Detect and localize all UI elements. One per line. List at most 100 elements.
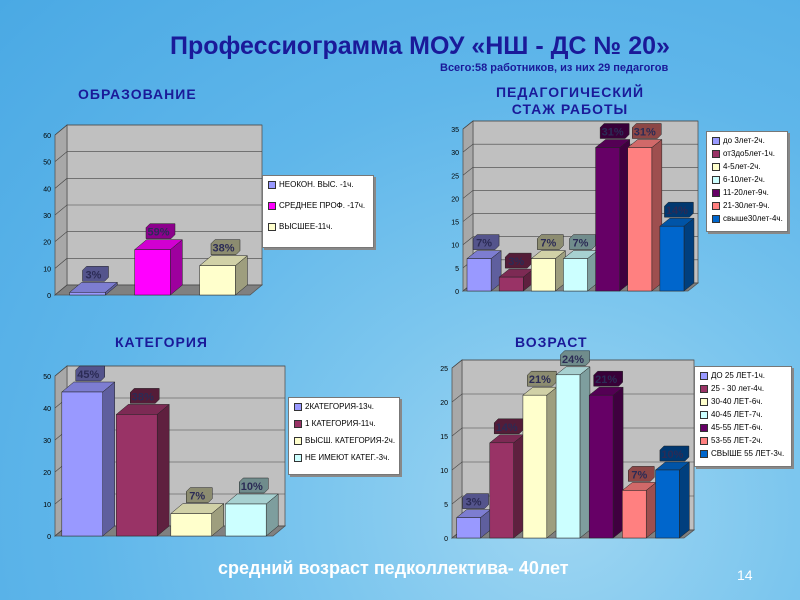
data-label: 31% <box>602 127 624 139</box>
bar-side <box>579 366 591 539</box>
chart-title-education: ОБРАЗОВАНИЕ <box>78 86 197 102</box>
legend-label: до 3лет-2ч. <box>723 136 765 145</box>
legend-label: 21-30лет-9ч. <box>723 201 770 210</box>
legend-swatch <box>712 136 720 145</box>
legend-label: ДО 25 ЛЕТ-1ч. <box>711 371 765 380</box>
legend-swatch <box>700 410 708 419</box>
bar <box>456 517 481 539</box>
y-tick-label: 50 <box>43 374 51 381</box>
legend-swatch <box>712 175 720 184</box>
bar-side <box>683 217 695 292</box>
legend-label: СРЕДНЕЕ ПРОФ. -17ч. <box>279 201 366 210</box>
chart-side-wall <box>451 359 463 539</box>
bar <box>466 258 492 292</box>
y-tick-label: 0 <box>47 293 51 300</box>
data-label: 3% <box>466 497 482 509</box>
y-tick-label: 5 <box>455 266 459 273</box>
y-tick-label: 20 <box>43 470 51 477</box>
y-tick-label: 15 <box>440 434 448 441</box>
bar <box>522 394 548 539</box>
data-label-tag <box>593 370 623 387</box>
legend-item: от3до5лет-1ч. <box>712 149 782 158</box>
data-label: 38% <box>212 243 234 255</box>
y-tick-label: 5 <box>444 502 448 509</box>
data-label-tag <box>239 477 269 494</box>
data-label-tag <box>186 487 213 503</box>
legend-experience: до 3лет-2ч. от3до5лет-1ч. 4-5лет-2ч. 6-10ле… <box>706 131 788 232</box>
legend-label: НЕОКОН. ВЫС. -1ч. <box>279 180 354 189</box>
data-label: 7% <box>573 238 589 250</box>
legend-swatch <box>700 449 708 458</box>
y-tick-label: 20 <box>440 400 448 407</box>
y-tick-label: 0 <box>47 534 51 541</box>
legend-item: 4-5лет-2ч. <box>712 162 782 171</box>
data-label-tag <box>210 239 241 255</box>
legend-swatch <box>700 384 708 393</box>
legend-label: 25 - 30 лет-4ч. <box>711 384 765 393</box>
data-label: 3% <box>86 269 102 281</box>
data-label-tag <box>130 388 160 404</box>
legend-swatch <box>268 180 276 189</box>
legend-swatch <box>294 402 302 411</box>
y-tick-label: 25 <box>451 173 459 180</box>
gridline <box>462 120 698 130</box>
bar-side <box>645 481 657 539</box>
legend-swatch <box>294 436 302 445</box>
legend-label: НЕ ИМЕЮТ КАТЕГ.-3ч. <box>305 453 390 462</box>
bar-side <box>612 386 624 539</box>
legend-label: свыше30лет-4ч. <box>723 214 783 223</box>
legend-label: 53-55 ЛЕТ-2ч. <box>711 436 763 445</box>
y-tick-label: 10 <box>451 243 459 250</box>
legend-item: НЕ ИМЕЮТ КАТЕГ.-3ч. <box>294 453 394 462</box>
gridline <box>54 151 262 162</box>
legend-swatch <box>700 423 708 432</box>
staff-summary: Всего:58 работников, из них 29 педагогов <box>440 62 669 74</box>
legend-swatch <box>712 149 720 158</box>
data-label: 21% <box>529 374 551 386</box>
legend-label: 30-40 ЛЕТ-6ч. <box>711 397 763 406</box>
y-tick-label: 10 <box>43 502 51 509</box>
data-label-tag <box>659 445 690 462</box>
y-tick-label: 30 <box>451 150 459 157</box>
y-tick-label: 30 <box>43 438 51 445</box>
legend-category: 2КАТЕГОРИЯ-13ч. 1 КАТЕГОРИЯ-11ч. ВЫСШ. КАТ… <box>288 397 400 475</box>
legend-item: 11-20лет-9ч. <box>712 188 782 197</box>
bar <box>170 513 212 537</box>
y-tick-label: 60 <box>43 133 51 140</box>
gridline <box>54 231 262 242</box>
gridline <box>54 365 285 377</box>
data-label-tag <box>599 123 630 139</box>
legend-label: 45-55 ЛЕТ-6ч. <box>711 423 763 432</box>
legend-swatch <box>712 188 720 197</box>
legend-swatch <box>700 397 708 406</box>
bar-side <box>679 461 690 539</box>
data-label-tag <box>462 493 489 509</box>
data-label: 7% <box>189 491 205 503</box>
bar <box>134 249 171 296</box>
chart-title-category: КАТЕГОРИЯ <box>115 334 208 350</box>
data-label-tag <box>472 234 500 250</box>
legend-item: 53-55 ЛЕТ-2ч. <box>700 436 786 445</box>
page-number: 14 <box>737 567 753 583</box>
data-label: 14% <box>666 205 688 217</box>
data-label-tag <box>145 223 176 239</box>
y-tick-label: 30 <box>43 213 51 220</box>
legend-item: СВЫШЕ 55 ЛЕТ-3ч. <box>700 449 786 458</box>
bar <box>555 374 581 539</box>
legend-item: 30-40 ЛЕТ-6ч. <box>700 397 786 406</box>
data-label: 45% <box>77 369 99 381</box>
data-label: 7% <box>540 238 556 250</box>
legend-item: 21-30лет-9ч. <box>712 201 782 210</box>
legend-swatch <box>700 371 708 380</box>
bar <box>498 276 524 292</box>
legend-swatch <box>712 214 720 223</box>
bar <box>655 469 680 539</box>
legend-item: 40-45 ЛЕТ-7ч. <box>700 410 786 419</box>
legend-label: 2КАТЕГОРИЯ-13ч. <box>305 402 374 411</box>
bar <box>225 503 267 537</box>
data-label: 7% <box>631 469 647 481</box>
legend-item: ВЫСШЕЕ-11ч. <box>268 222 368 231</box>
y-tick-label: 20 <box>451 196 459 203</box>
bar <box>61 391 103 537</box>
legend-label: 4-5лет-2ч. <box>723 162 761 171</box>
